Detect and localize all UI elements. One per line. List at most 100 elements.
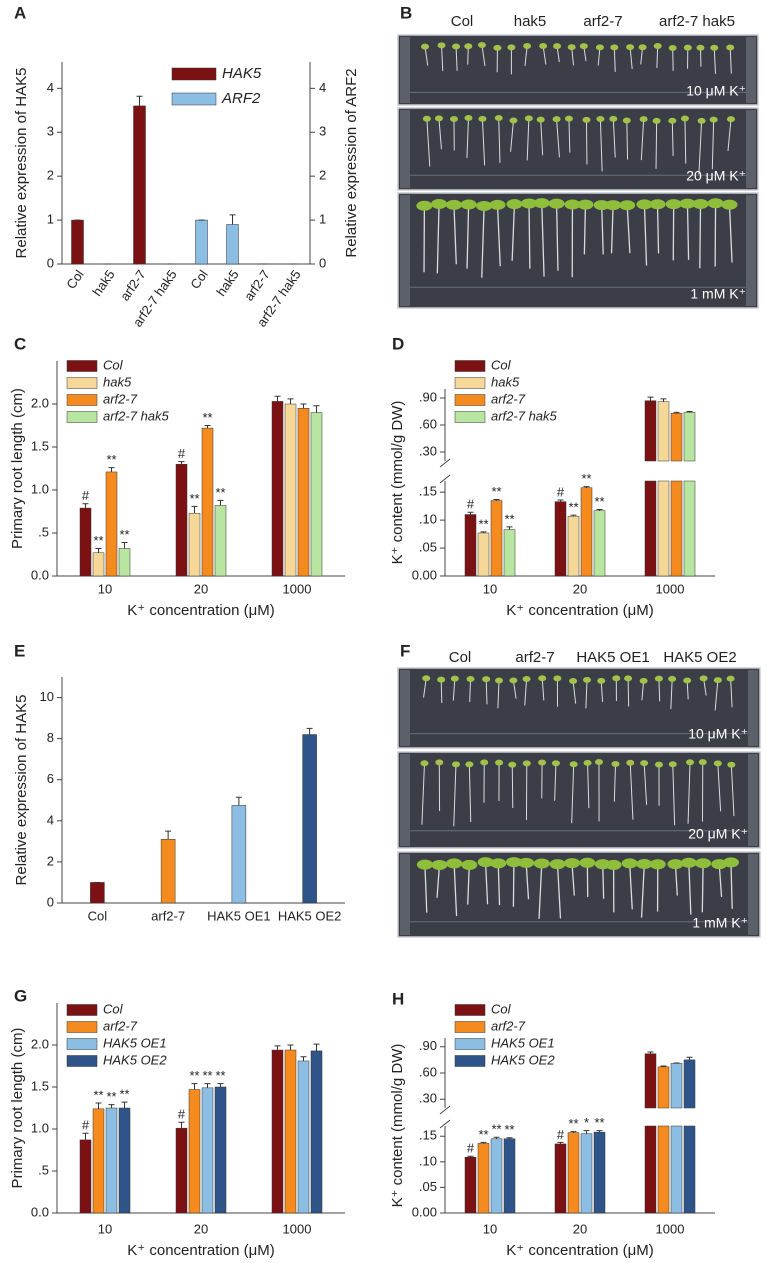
root [629,762,634,820]
root [599,119,603,172]
root [555,203,559,271]
bar-base [657,480,670,577]
bar [118,548,131,577]
y-tick-label: .60 [419,1064,437,1079]
bar-base [644,480,657,577]
error-bar [596,1130,603,1133]
root [453,863,458,917]
x-axis-label: K⁺ concentration (μM) [506,1242,653,1259]
legend-label: HAK5 OE2 [491,1052,555,1067]
plate-edge [400,670,410,746]
root [613,763,617,802]
photo-column-label: HAK5 OE1 [576,649,649,666]
seedling-leaf [416,200,433,211]
seedling-leaf [464,115,473,122]
seedling-leaf [710,44,719,51]
annotation: ** [504,511,514,526]
error-bar [660,398,667,402]
error-bar [82,1132,89,1140]
x-axis-label: K⁺ concentration (μM) [127,602,274,619]
annotation: ** [491,484,501,499]
annotation: ** [106,1089,116,1104]
seedling-leaf [507,44,516,51]
seedling-leaf [553,675,562,682]
root [481,205,485,278]
legend-swatch [66,411,98,423]
bar [464,1156,477,1214]
bar [226,224,239,265]
bar [105,1107,118,1214]
root [424,46,429,66]
root [730,862,733,909]
seedling-leaf [605,200,622,211]
legend-swatch [171,92,217,106]
error-bar [313,405,320,413]
photo-column-label: arf2-7 [515,649,554,666]
bar [92,552,105,577]
root [524,678,528,706]
y-tick-label: .10 [419,512,437,527]
seedling-leaf [495,677,504,684]
panel-label: H [392,989,404,1008]
root [436,864,441,898]
root [711,119,715,170]
y-axis-label: Primary root length (cm) [9,1028,26,1189]
y-tick-label: 8 [47,730,54,745]
seedling-leaf [446,858,463,869]
bar [657,401,670,462]
seedling-leaf [727,761,736,768]
annotation: # [467,1141,475,1156]
seedling-leaf [508,761,517,768]
seedling-leaf [434,115,443,122]
seedling-leaf [579,857,596,868]
seedling-leaf [476,200,493,211]
root [643,204,648,266]
panel-label: F [400,641,410,660]
plate-edge [748,854,758,935]
seedling-leaf [521,198,538,209]
root [571,764,575,824]
plate-edge [748,754,758,846]
bar [92,1108,105,1214]
root [655,120,658,169]
bar-base [683,480,696,577]
legend-label: ARF2 [221,90,261,107]
annotation: ** [215,485,225,500]
photo-row-label: 1 mM K⁺ [690,286,746,302]
root [541,678,545,701]
error-bar [480,1141,487,1144]
x-tick-label: 20 [573,581,587,596]
y-axis-label: Relative expression of HAK5 [13,695,30,886]
root [481,118,486,166]
root [613,47,616,72]
seedling-leaf [422,675,431,682]
panel-label: A [14,3,26,22]
seedling-leaf [494,115,503,122]
legend-swatch [454,1004,486,1016]
seedling-leaf [563,858,580,869]
seedling-leaf [624,675,633,682]
annotation: ** [504,1122,514,1137]
legend-swatch [66,1004,98,1016]
seedling-leaf [420,760,429,767]
error-bar [121,1101,128,1108]
bar [79,1139,92,1214]
panel-label: D [392,334,404,353]
error-bar [506,1137,513,1139]
root [452,678,456,701]
x-tick-label: Col [88,908,108,923]
bar [231,805,247,904]
error-bar [136,95,143,106]
legend-label: arf2-7 [103,391,138,406]
root [585,679,588,709]
legend-label: arf2-7 [103,1018,138,1033]
error-bar [660,1065,667,1067]
x-tick-label: 20 [194,581,208,596]
panel-label: B [400,3,412,22]
error-bar [557,499,564,502]
annotation: ** [106,452,116,467]
axis-break [439,458,451,468]
seedling-leaf [505,857,522,868]
legend-swatch [454,411,486,423]
root [627,678,630,707]
